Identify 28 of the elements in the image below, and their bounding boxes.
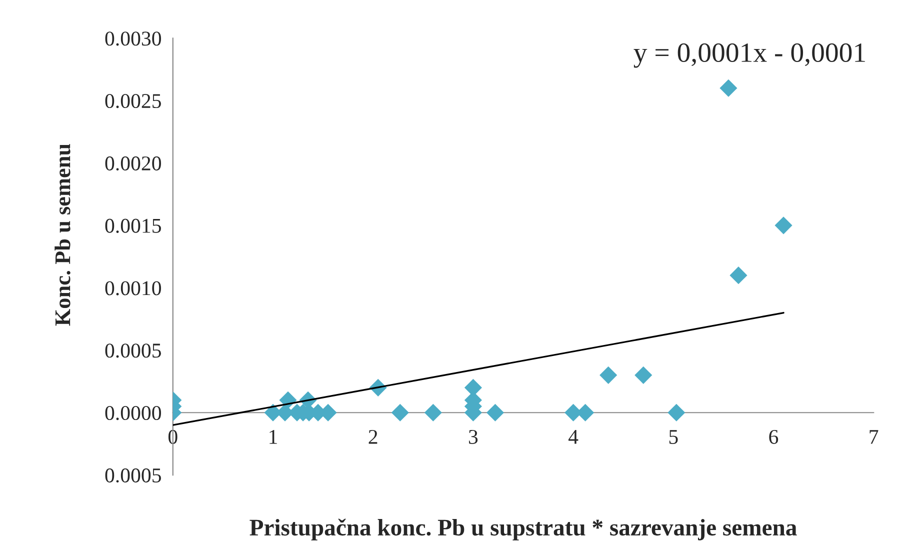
y-tick-label: 0.0005 [105,344,161,358]
x-tick-label: 3 [468,430,478,444]
y-tick-label: 0.0015 [105,218,161,233]
y-tick-label: 0.0030 [105,32,161,46]
point [600,366,618,384]
x-tick-label: 7 [870,430,878,444]
x-axis-title: Pristupačna konc. Pb u supstratu * sazrevanje semena [250,518,797,540]
x-tick-label: 0 [168,430,178,444]
y-tick-label: 0.0025 [105,94,161,108]
y-tick-label: 0.0020 [105,156,161,171]
x-tick-label: 1 [270,430,277,444]
point [730,266,748,284]
y-tick-label: 0.0000 [105,406,161,420]
x-tick-label: 4 [568,430,578,444]
x-tick-label: 6 [769,430,778,444]
point [774,216,792,234]
point [486,404,504,422]
y-tick-label: 0.0005 [105,468,161,483]
y-axis-title: Konc. Pb u semenu [54,144,70,326]
point [720,79,738,97]
y-tick-label: 0.0010 [105,281,161,296]
point [391,404,409,422]
annotation: y = 0,0001x - 0,0001 [634,43,865,68]
x-tick-label: 2 [368,430,378,444]
point [634,366,652,384]
point [668,404,686,422]
point [424,404,442,422]
x-tick-label: 5 [669,430,678,444]
